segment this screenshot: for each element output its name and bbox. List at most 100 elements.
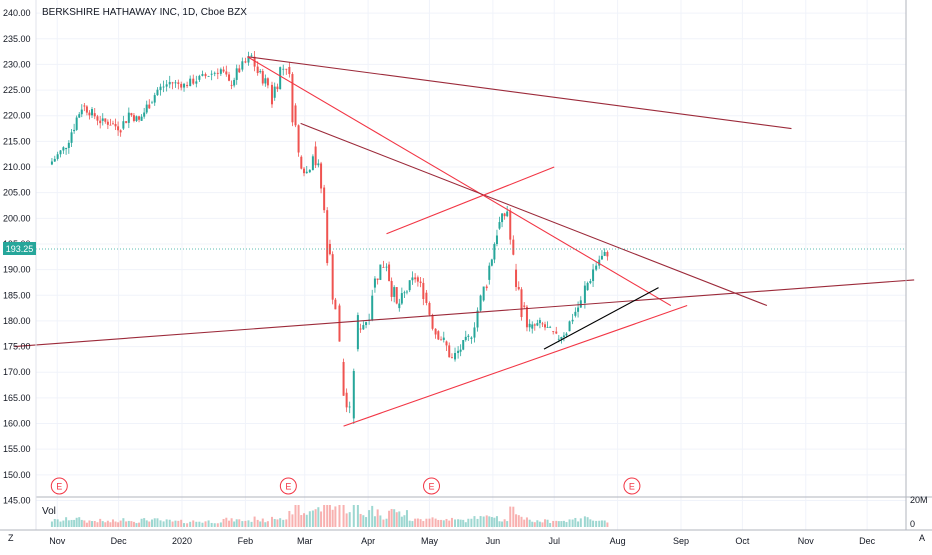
candle-body: [213, 72, 216, 74]
candle-body: [589, 281, 592, 283]
candle-body: [485, 286, 488, 289]
candle-body: [442, 337, 445, 340]
candle-body: [520, 289, 523, 317]
candle-body: [490, 259, 493, 266]
volume-bar: [385, 518, 388, 527]
volume-bars: [50, 505, 609, 527]
volume-bar: [348, 512, 351, 527]
volume-bar: [555, 520, 558, 527]
auto-scale-button[interactable]: A: [919, 533, 925, 543]
volume-bar: [62, 520, 65, 527]
candle-body: [450, 357, 453, 359]
volume-bar: [541, 522, 544, 527]
volume-bar: [365, 517, 368, 527]
time-tick-label: Nov: [49, 536, 66, 546]
volume-bar: [177, 520, 180, 527]
price-tick-label: 200.00: [3, 213, 31, 223]
price-tick-label: 145.00: [3, 495, 31, 505]
price-tick-label: 240.00: [3, 8, 31, 18]
candle-body: [509, 210, 512, 240]
candle-body: [140, 116, 143, 121]
candle-body: [50, 161, 53, 165]
volume-bar: [400, 516, 403, 527]
candle-body: [300, 156, 303, 169]
volume-bar: [606, 522, 609, 527]
candle-body: [523, 305, 526, 307]
time-tick-label: Sep: [673, 536, 689, 546]
candle-body: [96, 116, 99, 121]
candle-body: [230, 84, 233, 86]
candle-body: [411, 277, 414, 281]
candle-body: [365, 322, 368, 326]
candle-body: [323, 187, 326, 211]
candle-body: [162, 86, 165, 88]
candle-body: [512, 239, 515, 255]
candle-body: [395, 287, 398, 304]
volume-bar: [326, 505, 329, 527]
volume-bar: [362, 515, 365, 527]
candle-body: [308, 169, 311, 173]
candle-body: [470, 337, 473, 339]
volume-bar: [114, 521, 117, 527]
volume-bar: [403, 515, 406, 527]
candle-body: [270, 84, 273, 105]
volume-bar: [145, 520, 148, 527]
volume-bar: [531, 521, 534, 527]
volume-bar: [528, 519, 531, 527]
candle-body: [464, 336, 467, 341]
candle-body: [297, 125, 300, 153]
zoom-button[interactable]: Z: [8, 533, 14, 543]
volume-bar: [482, 516, 485, 527]
volume-bar: [371, 505, 374, 527]
volume-bar: [598, 520, 601, 527]
volume-bar: [230, 518, 233, 527]
volume-bar: [448, 520, 451, 527]
volume-bar: [266, 521, 269, 527]
candle-body: [198, 75, 201, 80]
candle-body: [579, 300, 582, 308]
volume-tick-label: 20M: [910, 495, 928, 505]
candle-body: [91, 109, 94, 116]
time-tick-label: Dec: [859, 536, 876, 546]
price-tick-label: 175.00: [3, 342, 31, 352]
volume-bar: [210, 522, 213, 527]
volume-bar: [552, 520, 555, 527]
volume-bar: [379, 515, 382, 527]
volume-bar: [549, 523, 552, 527]
volume-bar: [323, 505, 326, 527]
volume-bar: [515, 514, 518, 527]
volume-bar: [75, 517, 78, 527]
candle-body: [495, 235, 498, 245]
candle-body: [362, 325, 365, 330]
time-tick-label: May: [421, 536, 439, 546]
candle-body: [53, 158, 56, 162]
candle-body: [498, 222, 501, 229]
candle-body: [398, 303, 401, 309]
volume-bar: [233, 521, 236, 527]
candle-body: [261, 71, 264, 84]
volume-bar: [151, 519, 154, 527]
volume-bar: [462, 519, 465, 527]
candle-body: [320, 163, 323, 189]
candle-body: [117, 126, 120, 131]
candle-body: [493, 244, 496, 260]
price-axis[interactable]: 240.00 235.00 230.00 225.00 220.00 215.00 210.…: [3, 8, 31, 505]
candle-body: [106, 121, 109, 125]
candle-body: [385, 266, 388, 268]
volume-bar: [264, 522, 267, 527]
candle-body: [348, 406, 351, 408]
volume-bar: [216, 523, 219, 527]
candle-body: [403, 292, 406, 294]
volume-bar: [600, 520, 603, 527]
volume-bar: [328, 505, 331, 527]
current-price-label: 193.25: [6, 244, 34, 254]
volume-bar: [270, 516, 273, 527]
trendlines: [14, 56, 915, 427]
time-tick-label: Aug: [610, 536, 626, 546]
time-axis[interactable]: Nov Dec 2020 Feb Mar Apr May Jun Jul Aug Sep Oct Nov…: [49, 536, 875, 546]
volume-bar: [65, 517, 68, 527]
candle-body: [225, 71, 228, 75]
candle-body: [109, 124, 112, 126]
price-tick-label: 210.00: [3, 162, 31, 172]
